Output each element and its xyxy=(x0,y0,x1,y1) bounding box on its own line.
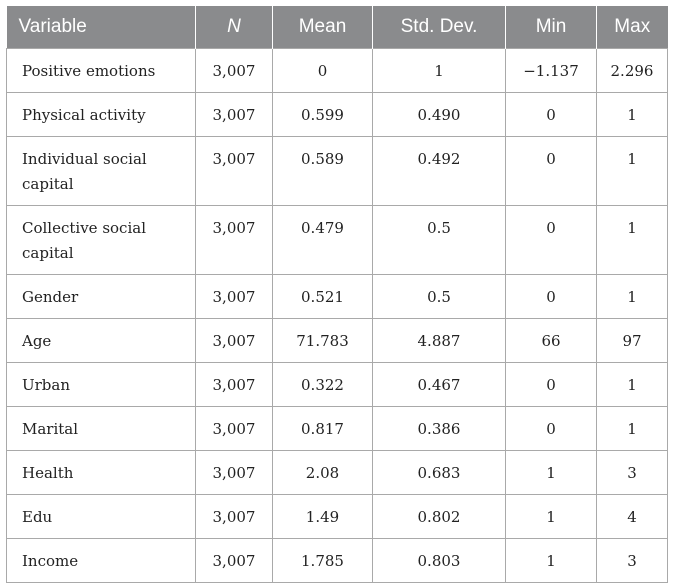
table-row: Gender 3,007 0.521 0.5 0 1 xyxy=(6,274,668,319)
table-row: Health 3,007 2.08 0.683 1 3 xyxy=(6,450,668,495)
cell-max: 3 xyxy=(596,450,668,495)
column-header-n: N xyxy=(195,6,273,49)
table-row: Edu 3,007 1.49 0.802 1 4 xyxy=(6,494,668,539)
table-row: Marital 3,007 0.817 0.386 0 1 xyxy=(6,406,668,451)
cell-variable: Edu xyxy=(6,494,196,539)
cell-std-dev: 0.490 xyxy=(372,92,506,137)
table-row: Age 3,007 71.783 4.887 66 97 xyxy=(6,318,668,363)
column-header-max: Max xyxy=(596,6,668,49)
cell-max: 3 xyxy=(596,538,668,583)
cell-n: 3,007 xyxy=(195,136,273,206)
cell-min: 1 xyxy=(505,494,597,539)
cell-n: 3,007 xyxy=(195,538,273,583)
cell-max: 1 xyxy=(596,205,668,275)
cell-max: 1 xyxy=(596,362,668,407)
table-row: Positive emotions 3,007 0 1 −1.137 2.296 xyxy=(6,48,668,93)
cell-std-dev: 0.492 xyxy=(372,136,506,206)
cell-mean: 0.322 xyxy=(272,362,373,407)
cell-min: 0 xyxy=(505,92,597,137)
column-header-min: Min xyxy=(505,6,597,49)
cell-std-dev: 0.803 xyxy=(372,538,506,583)
cell-max: 1 xyxy=(596,406,668,451)
cell-n: 3,007 xyxy=(195,494,273,539)
cell-max: 1 xyxy=(596,136,668,206)
table-row: Collective social capital 3,007 0.479 0.… xyxy=(6,205,668,275)
column-header-std-dev: Std. Dev. xyxy=(372,6,506,49)
cell-min: 0 xyxy=(505,406,597,451)
cell-variable: Physical activity xyxy=(6,92,196,137)
cell-n: 3,007 xyxy=(195,274,273,319)
cell-max: 97 xyxy=(596,318,668,363)
table-header-row: Variable N Mean Std. Dev. Min Max xyxy=(6,6,668,49)
cell-mean: 0.589 xyxy=(272,136,373,206)
cell-n: 3,007 xyxy=(195,92,273,137)
column-header-mean: Mean xyxy=(272,6,373,49)
cell-n: 3,007 xyxy=(195,450,273,495)
cell-max: 2.296 xyxy=(596,48,668,93)
cell-min: 1 xyxy=(505,538,597,583)
column-header-variable: Variable xyxy=(6,6,196,49)
descriptive-statistics-table: Variable N Mean Std. Dev. Min Max Positi… xyxy=(6,6,668,583)
table-row: Urban 3,007 0.322 0.467 0 1 xyxy=(6,362,668,407)
cell-variable: Individual social capital xyxy=(6,136,196,206)
cell-mean: 0.479 xyxy=(272,205,373,275)
cell-mean: 0.599 xyxy=(272,92,373,137)
cell-std-dev: 0.802 xyxy=(372,494,506,539)
cell-n: 3,007 xyxy=(195,48,273,93)
cell-n: 3,007 xyxy=(195,362,273,407)
cell-std-dev: 0.467 xyxy=(372,362,506,407)
cell-min: −1.137 xyxy=(505,48,597,93)
cell-n: 3,007 xyxy=(195,205,273,275)
cell-mean: 0 xyxy=(272,48,373,93)
table-row: Income 3,007 1.785 0.803 1 3 xyxy=(6,538,668,583)
cell-variable: Urban xyxy=(6,362,196,407)
table-row: Physical activity 3,007 0.599 0.490 0 1 xyxy=(6,92,668,137)
cell-variable: Income xyxy=(6,538,196,583)
cell-std-dev: 0.683 xyxy=(372,450,506,495)
cell-std-dev: 1 xyxy=(372,48,506,93)
cell-std-dev: 0.5 xyxy=(372,274,506,319)
cell-variable: Positive emotions xyxy=(6,48,196,93)
cell-variable: Collective social capital xyxy=(6,205,196,275)
cell-min: 0 xyxy=(505,136,597,206)
cell-min: 66 xyxy=(505,318,597,363)
cell-variable: Health xyxy=(6,450,196,495)
cell-std-dev: 4.887 xyxy=(372,318,506,363)
cell-max: 1 xyxy=(596,92,668,137)
cell-min: 0 xyxy=(505,362,597,407)
cell-max: 4 xyxy=(596,494,668,539)
cell-mean: 0.521 xyxy=(272,274,373,319)
cell-mean: 2.08 xyxy=(272,450,373,495)
cell-variable: Gender xyxy=(6,274,196,319)
cell-min: 0 xyxy=(505,274,597,319)
cell-n: 3,007 xyxy=(195,406,273,451)
table-row: Individual social capital 3,007 0.589 0.… xyxy=(6,136,668,206)
cell-mean: 0.817 xyxy=(272,406,373,451)
cell-n: 3,007 xyxy=(195,318,273,363)
cell-std-dev: 0.5 xyxy=(372,205,506,275)
cell-min: 0 xyxy=(505,205,597,275)
cell-min: 1 xyxy=(505,450,597,495)
cell-mean: 1.785 xyxy=(272,538,373,583)
cell-max: 1 xyxy=(596,274,668,319)
cell-mean: 1.49 xyxy=(272,494,373,539)
cell-variable: Age xyxy=(6,318,196,363)
cell-std-dev: 0.386 xyxy=(372,406,506,451)
cell-mean: 71.783 xyxy=(272,318,373,363)
cell-variable: Marital xyxy=(6,406,196,451)
